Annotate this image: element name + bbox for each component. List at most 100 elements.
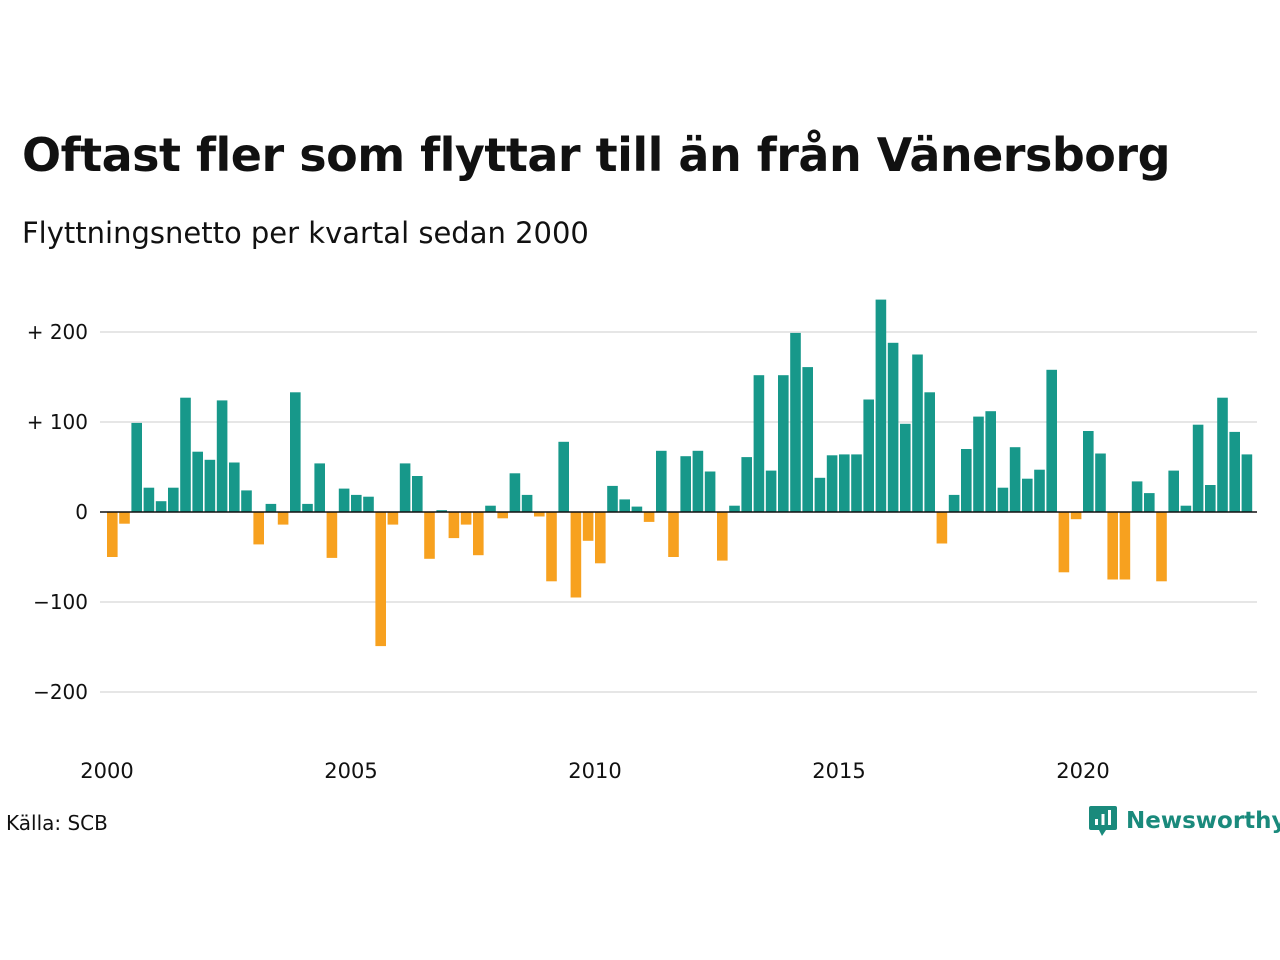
bar [204, 459, 216, 512]
bar [1095, 453, 1106, 512]
bar [338, 488, 350, 512]
bar [1229, 431, 1240, 512]
bar [936, 512, 948, 544]
bar [521, 494, 533, 512]
bar [778, 375, 789, 512]
bar [765, 470, 777, 512]
x-tick-label: 2020 [1056, 759, 1109, 783]
bar [851, 454, 862, 512]
bar [692, 450, 704, 512]
x-tick-label: 2010 [568, 759, 621, 783]
bar [399, 463, 411, 512]
bar [924, 392, 935, 512]
bar [424, 512, 435, 559]
bar [631, 506, 643, 512]
y-tick-label: + 100 [27, 410, 88, 434]
bar [412, 476, 423, 512]
x-tick-label: 2005 [324, 759, 377, 783]
bar-chart: + 200 + 100 0 −100 −200 2000 2005 2010 2015 2020 [27, 299, 1257, 783]
x-tick-label: 2000 [80, 759, 133, 783]
bar [887, 342, 899, 512]
y-tick-label: −100 [33, 590, 88, 614]
y-tick-label: 0 [75, 500, 88, 524]
bar [1168, 470, 1179, 512]
bar [1131, 481, 1143, 512]
bar [582, 512, 594, 541]
bar [168, 487, 179, 512]
bar [351, 494, 362, 512]
bar [948, 494, 960, 512]
bars [107, 299, 1253, 647]
bar [1034, 469, 1045, 512]
chart-subtitle: Flyttningsnetto per kvartal sedan 2000 [22, 216, 589, 250]
bar [1070, 512, 1082, 520]
x-tick-label: 2015 [812, 759, 865, 783]
source-note: Källa: SCB [6, 811, 108, 835]
bar [961, 449, 972, 512]
bar [1107, 512, 1118, 580]
bar [814, 477, 826, 512]
bar [387, 512, 399, 525]
bar [570, 512, 582, 598]
chart-title: Oftast fler som flyttar till än från Vän… [22, 128, 1171, 182]
y-axis-ticks: + 200 + 100 0 −100 −200 [27, 320, 88, 704]
bar [1156, 512, 1167, 582]
bar [326, 512, 338, 558]
bar [912, 354, 923, 512]
bar [363, 496, 374, 512]
bar [241, 490, 252, 512]
bar [497, 512, 508, 519]
bar [180, 397, 191, 512]
bar [485, 505, 496, 512]
bar [460, 512, 472, 525]
bar [131, 422, 142, 512]
bar [656, 450, 667, 512]
bar [119, 512, 130, 524]
bar [668, 512, 679, 557]
bar [704, 471, 716, 512]
bar [155, 501, 167, 512]
bar [790, 332, 801, 512]
bar [643, 512, 655, 522]
bar [1241, 454, 1253, 512]
bar [839, 454, 850, 512]
bar [741, 457, 752, 512]
newsworthy-logo-text: Newsworthy [1126, 808, 1280, 834]
bar [729, 505, 740, 512]
bar [1119, 512, 1131, 580]
bar [546, 512, 557, 582]
bar [900, 423, 911, 512]
newsworthy-logo[interactable]: Newsworthy [1088, 804, 1280, 838]
bar [534, 512, 545, 517]
bar [558, 441, 569, 512]
bar [607, 485, 618, 512]
bar [863, 399, 874, 512]
bar [875, 299, 887, 512]
bar [107, 512, 118, 557]
bar [1180, 505, 1192, 512]
bar [253, 512, 264, 545]
bar [473, 512, 484, 556]
bar [229, 462, 240, 512]
bar [290, 392, 301, 512]
bar [509, 473, 521, 512]
bar [985, 411, 996, 512]
bar [680, 456, 691, 512]
bar [1022, 478, 1033, 512]
bar [1083, 431, 1094, 512]
bar [973, 416, 984, 512]
y-tick-label: −200 [33, 680, 88, 704]
bar [1058, 512, 1070, 573]
x-axis-ticks: 2000 2005 2010 2015 2020 [80, 759, 1109, 783]
newsworthy-logo-icon [1089, 806, 1117, 836]
bar [826, 455, 838, 512]
bar [314, 463, 325, 512]
bar [143, 487, 155, 512]
bar [619, 499, 630, 512]
bar [216, 400, 228, 512]
bar [595, 512, 606, 564]
bar [448, 512, 460, 539]
bar [265, 503, 277, 512]
bar [717, 512, 728, 561]
bar [753, 375, 765, 512]
